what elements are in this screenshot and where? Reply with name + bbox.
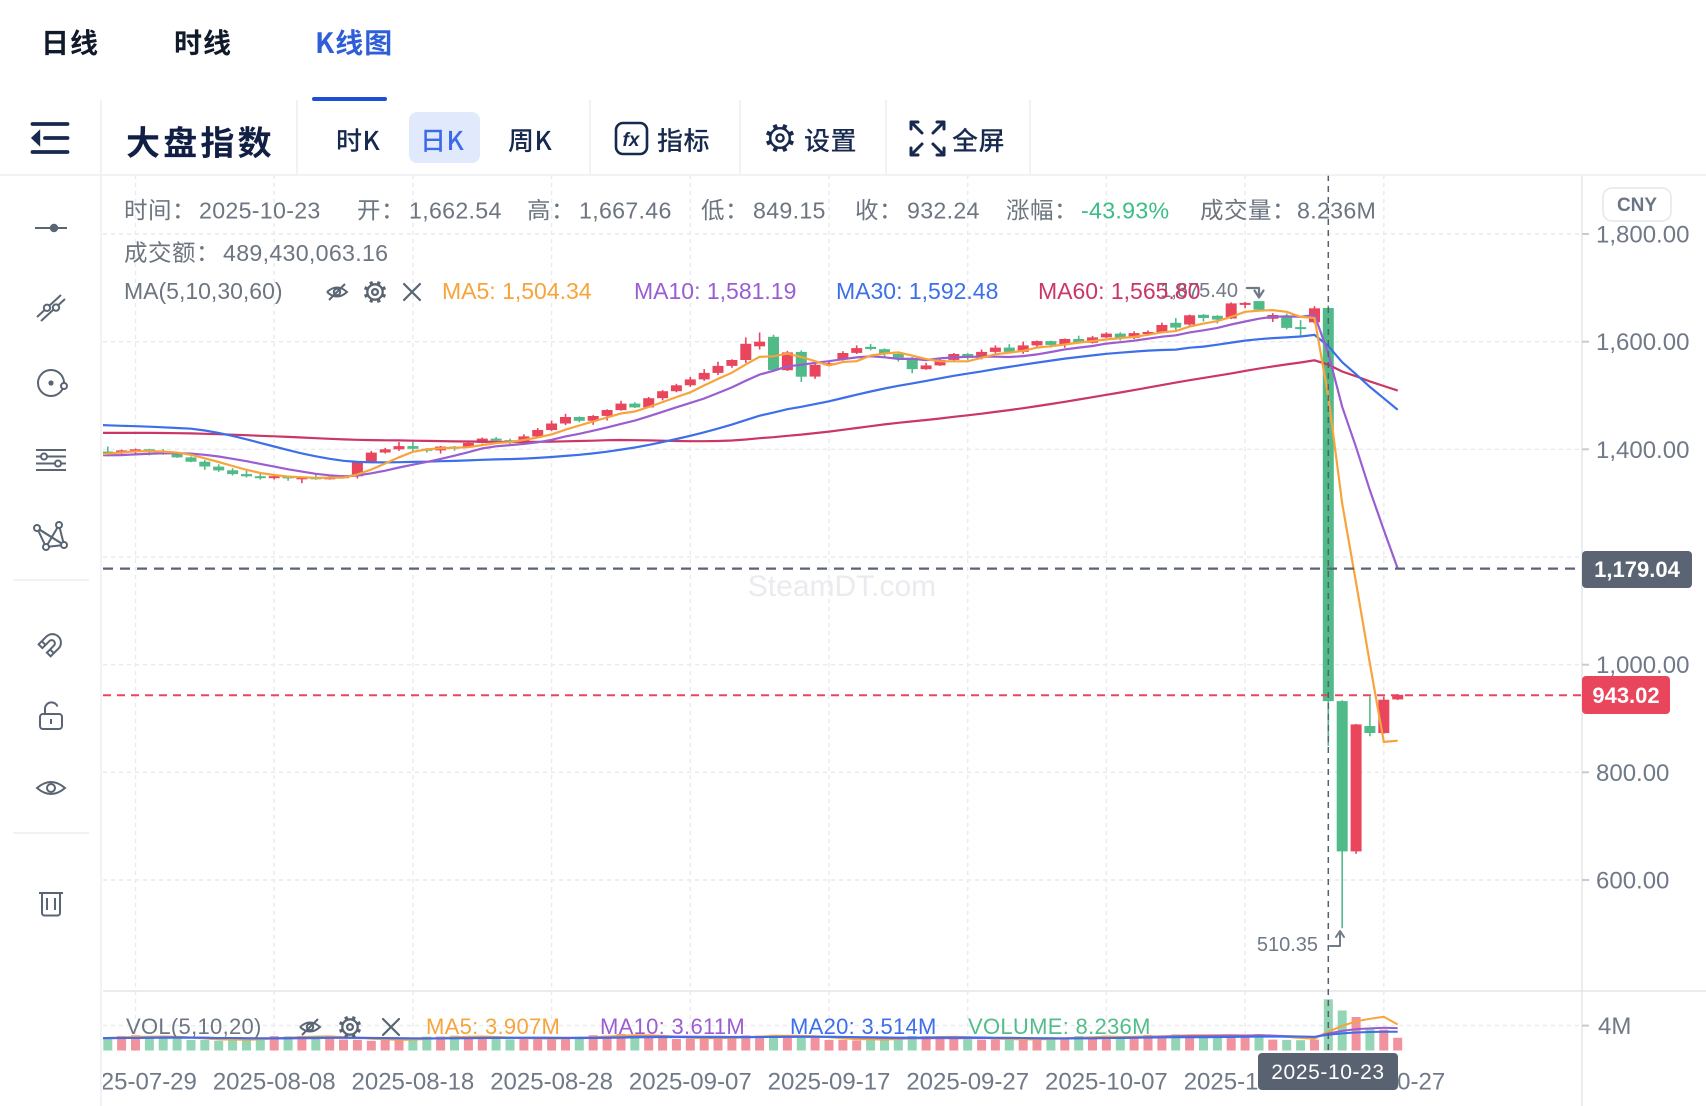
svg-text:1,400.00: 1,400.00: [1596, 437, 1689, 464]
svg-text:-43.93%: -43.93%: [1081, 198, 1169, 224]
svg-text:VOL(5,10,20): VOL(5,10,20): [126, 1014, 262, 1039]
svg-text:SteamDT.com: SteamDT.com: [748, 570, 936, 603]
svg-text:1,662.54: 1,662.54: [409, 198, 502, 224]
svg-text:2025-08-18: 2025-08-18: [352, 1069, 475, 1096]
svg-text:MA10: 3.611M: MA10: 3.611M: [600, 1014, 745, 1039]
svg-text:MA5: 1,504.34: MA5: 1,504.34: [442, 278, 592, 304]
svg-text:MA10: 1,581.19: MA10: 1,581.19: [634, 278, 796, 304]
svg-text:2025-10-07: 2025-10-07: [1045, 1069, 1168, 1096]
svg-text:849.15: 849.15: [753, 198, 826, 224]
svg-text:600.00: 600.00: [1596, 868, 1669, 895]
svg-text:932.24: 932.24: [907, 198, 980, 224]
svg-text:MA30: 1,592.48: MA30: 1,592.48: [836, 278, 998, 304]
svg-text:MA5: 3.907M: MA5: 3.907M: [426, 1014, 560, 1039]
svg-text:800.00: 800.00: [1596, 760, 1669, 787]
svg-text:2025-07-29: 2025-07-29: [74, 1069, 197, 1096]
svg-text:MA60: 1,565.80: MA60: 1,565.80: [1038, 278, 1200, 304]
svg-text:1,800.00: 1,800.00: [1596, 222, 1689, 249]
svg-text:4M: 4M: [1598, 1013, 1631, 1040]
svg-text:510.35: 510.35: [1257, 934, 1318, 956]
svg-text:2025-10-23: 2025-10-23: [1271, 1061, 1384, 1084]
svg-text:2025-08-28: 2025-08-28: [490, 1069, 613, 1096]
svg-text:2025-08-08: 2025-08-08: [213, 1069, 336, 1096]
svg-text:MA(5,10,30,60): MA(5,10,30,60): [124, 278, 283, 304]
svg-text:8.236M: 8.236M: [1297, 198, 1376, 224]
svg-text:VOLUME: 8.236M: VOLUME: 8.236M: [968, 1014, 1151, 1039]
svg-text:2025-09-27: 2025-09-27: [906, 1069, 1029, 1096]
svg-text:fx: fx: [623, 130, 641, 151]
svg-text:943.02: 943.02: [1592, 683, 1659, 708]
svg-text:2025-09-17: 2025-09-17: [768, 1069, 891, 1096]
svg-text:2025-10-23: 2025-10-23: [199, 198, 321, 224]
svg-text:1,667.46: 1,667.46: [579, 198, 672, 224]
svg-text:2025-09-07: 2025-09-07: [629, 1069, 752, 1096]
svg-text:489,430,063.16: 489,430,063.16: [223, 240, 388, 266]
svg-text:1,000.00: 1,000.00: [1596, 652, 1689, 679]
svg-text:CNY: CNY: [1617, 195, 1657, 216]
svg-text:1,179.04: 1,179.04: [1594, 557, 1680, 582]
svg-text:MA20: 3.514M: MA20: 3.514M: [790, 1014, 937, 1039]
svg-text:1,675.40: 1,675.40: [1160, 280, 1238, 302]
svg-text:1,600.00: 1,600.00: [1596, 329, 1689, 356]
